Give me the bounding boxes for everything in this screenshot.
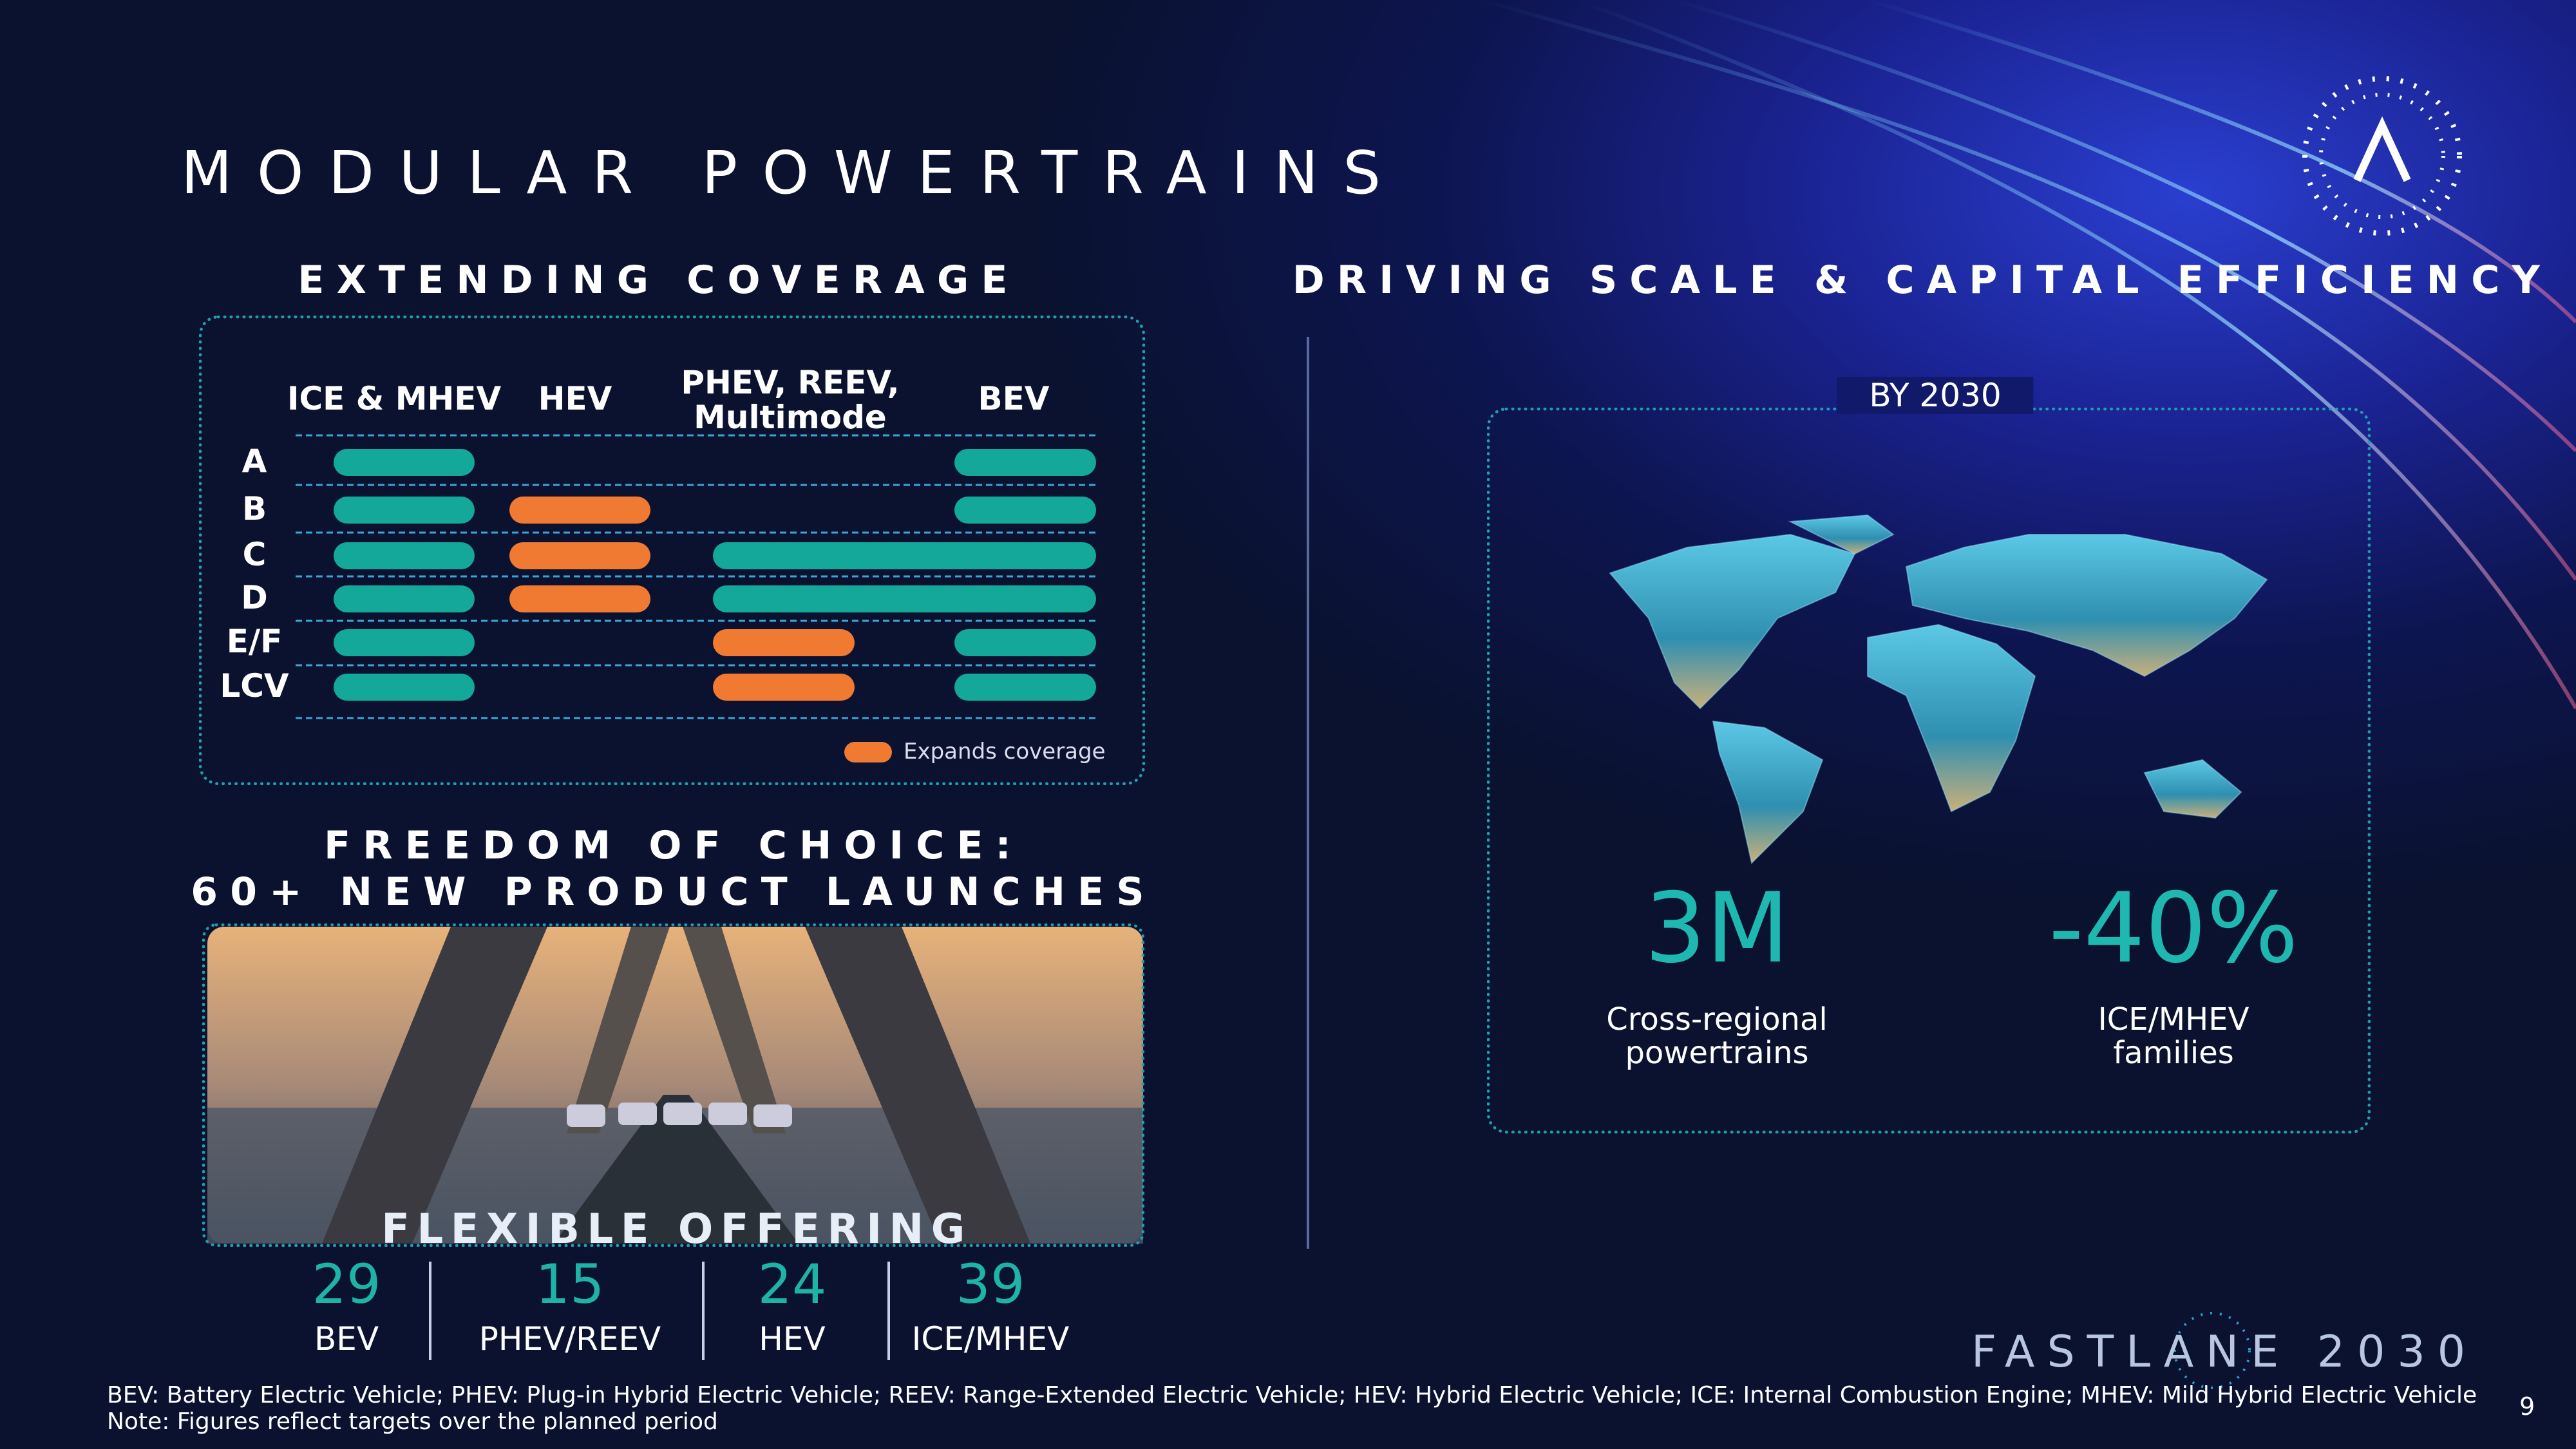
metric-label: ICE/MHEV	[2098, 1001, 2249, 1037]
slide-title: MODULAR POWERTRAINS	[181, 138, 1406, 207]
section-heading: DRIVING SCALE & CAPITAL EFFICIENCY	[1292, 258, 2553, 303]
coverage-bar	[334, 585, 475, 612]
column-header: ICE & MHEV	[287, 380, 502, 417]
legend-label: Expands coverage	[904, 739, 1106, 764]
coverage-bar	[509, 497, 650, 524]
metric-value: 3M	[1644, 873, 1790, 985]
metric-label: powertrains	[1625, 1035, 1809, 1071]
footnote: Note: Figures reflect targets over the p…	[107, 1408, 718, 1435]
section-heading: EXTENDING COVERAGE	[298, 258, 1020, 303]
section-heading: 60+ NEW PRODUCT LAUNCHES	[191, 869, 1157, 914]
brand-emblem	[2302, 76, 2462, 236]
product-image	[207, 927, 1143, 1244]
coverage-bar	[954, 449, 1096, 476]
coverage-bar	[713, 585, 1096, 612]
stat-value: 15	[535, 1253, 605, 1316]
image-caption: FLEXIBLE OFFERING	[381, 1206, 972, 1253]
coverage-grid	[296, 434, 1096, 762]
row-label: B	[242, 490, 267, 527]
coverage-bar	[509, 585, 650, 612]
coverage-bar	[334, 542, 475, 569]
metric-label: Cross-regional	[1606, 1001, 1828, 1037]
column-header: Multimode	[694, 399, 887, 436]
coverage-bar	[334, 497, 475, 524]
badge: BY 2030	[1837, 377, 2034, 414]
column-header: HEV	[538, 380, 612, 417]
coverage-bar	[954, 629, 1096, 656]
coverage-bar	[509, 542, 650, 569]
coverage-bar	[713, 629, 855, 656]
stat-value: 24	[757, 1253, 827, 1316]
row-label: D	[241, 579, 268, 616]
coverage-bar	[334, 674, 475, 701]
row-label: C	[242, 536, 267, 573]
stat-dividers	[429, 1262, 890, 1360]
coverage-bar	[334, 629, 475, 656]
footnote: BEV: Battery Electric Vehicle; PHEV: Plu…	[107, 1382, 2477, 1408]
row-label: LCV	[220, 667, 289, 705]
stat-label: PHEV/REEV	[478, 1320, 661, 1358]
page-number: 9	[2519, 1392, 2535, 1421]
swoosh	[1481, 0, 2576, 710]
stat-label: BEV	[314, 1320, 379, 1358]
coverage-bar	[954, 674, 1096, 701]
image-frame	[202, 923, 1144, 1247]
brand-logo: FASTLANE 2030	[1971, 1327, 2478, 1378]
row-label: A	[242, 442, 267, 480]
coverage-bar	[713, 542, 1096, 569]
coverage-bar	[713, 674, 855, 701]
column-header: BEV	[978, 380, 1050, 417]
coverage-bar	[334, 449, 475, 476]
stat-value: 29	[312, 1253, 381, 1316]
stat-value: 39	[956, 1253, 1025, 1316]
coverage-box	[199, 316, 1145, 785]
stat-label: HEV	[759, 1320, 826, 1358]
brand-logo-ring	[2174, 1312, 2251, 1389]
world-map	[1609, 514, 2268, 864]
legend-swatch	[844, 742, 892, 762]
row-label: E/F	[226, 623, 283, 660]
coverage-bar	[954, 497, 1096, 524]
column-header: PHEV, REEV,	[681, 364, 900, 401]
section-heading: FREEDOM OF CHOICE:	[324, 823, 1023, 868]
metric-value: -40%	[2049, 873, 2298, 985]
stat-label: ICE/MHEV	[911, 1320, 1070, 1358]
metric-label: families	[2113, 1035, 2234, 1071]
